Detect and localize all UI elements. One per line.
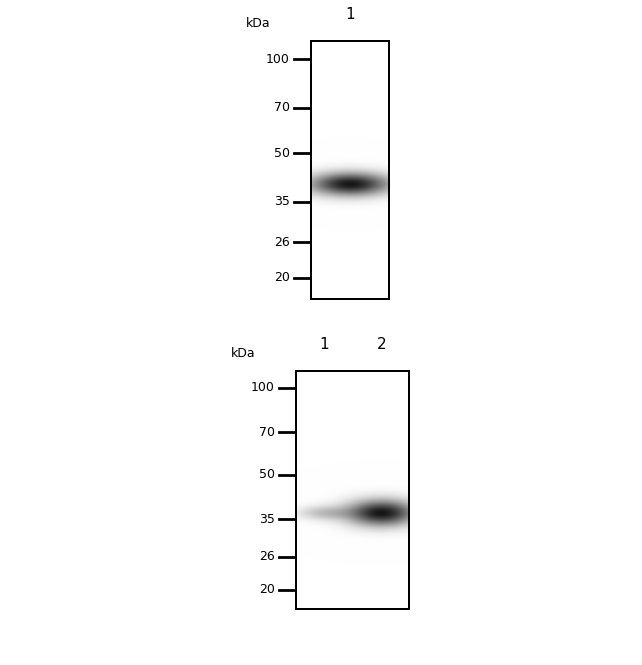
Text: 20: 20 — [259, 583, 275, 596]
Text: 26: 26 — [274, 235, 290, 249]
Text: 1: 1 — [319, 337, 329, 352]
Text: 70: 70 — [259, 426, 275, 439]
Text: 1: 1 — [345, 7, 355, 22]
Text: 50: 50 — [274, 147, 290, 160]
Text: 35: 35 — [259, 513, 275, 526]
Text: 35: 35 — [274, 196, 290, 208]
Text: kDa: kDa — [246, 17, 270, 30]
Text: 20: 20 — [274, 271, 290, 285]
Text: 100: 100 — [266, 53, 290, 66]
Text: 26: 26 — [259, 550, 275, 563]
Text: kDa: kDa — [230, 347, 256, 360]
Text: 2: 2 — [376, 337, 386, 352]
Text: 100: 100 — [251, 381, 275, 394]
Text: 70: 70 — [274, 101, 290, 114]
Text: 50: 50 — [259, 468, 275, 481]
